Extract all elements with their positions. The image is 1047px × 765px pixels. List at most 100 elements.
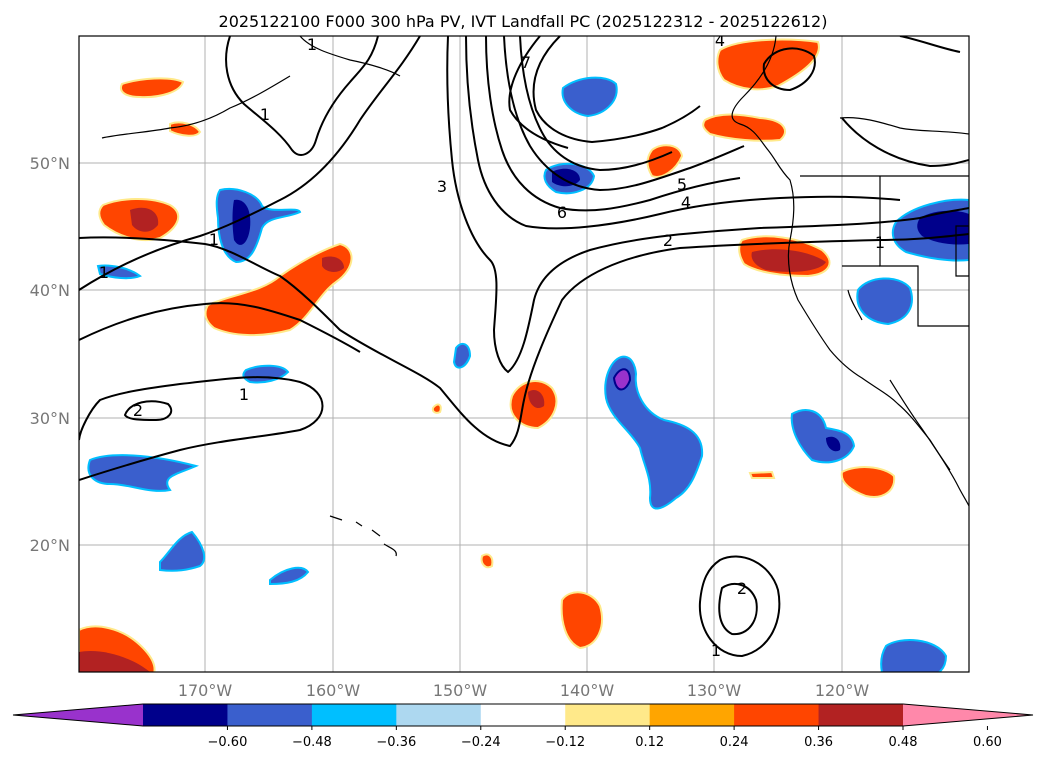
contour-label: 1 [711,641,721,660]
contour-label: 5 [677,175,687,194]
ivt-blob [96,264,142,280]
pv-contour-1c [79,302,361,353]
contour-label: 4 [715,31,725,50]
ivt-blob [856,277,913,326]
pv-contour-6 [519,36,673,172]
contour-label: 1 [307,35,317,54]
colorbar-segment [480,704,566,726]
lon-label-120w: 120°W [815,681,870,700]
mexico-coast [889,379,951,471]
colorbar-tick-label: −0.36 [376,735,416,750]
pv-contour-1d [79,376,324,481]
lon-label-150w: 150°W [433,681,488,700]
contour-label: 1 [260,105,270,124]
colorbar-tick-label: 0.12 [635,735,664,750]
lat-label-20n: 20°N [30,536,70,555]
ivt-blob-core [232,199,251,245]
lon-label-170w: 170°W [178,681,233,700]
colorbar-segment [734,704,820,726]
contour-label: 1 [99,263,109,282]
pv-contour-2 [446,36,969,374]
aleutian-islands [101,75,291,139]
pv-contour-3 [465,36,901,230]
colorbar-tick-label: 0.24 [720,735,749,750]
ivt-blob-core [79,651,150,672]
pv-contour-1f [841,117,969,168]
ivt-blob [87,454,200,492]
ivt-blob [169,121,202,137]
contour-label: 7 [521,53,531,72]
ivt-blob [560,591,603,650]
colorbar-segment [565,704,651,726]
colorbar-tick-label: −0.12 [545,735,585,750]
lon-label-140w: 140°W [560,681,615,700]
colorbar-extend-high [903,704,1033,726]
ivt-blob [604,355,704,510]
contour-label: 6 [557,203,567,222]
colorbar-segment [818,704,904,726]
state-border [955,225,969,277]
lon-label-160w: 160°W [306,681,361,700]
colorbar-segment [311,704,397,726]
negative-ivt-anomalies [87,76,969,672]
ivt-blob [702,113,786,142]
map-frame [78,35,970,673]
pv-contour-6b [532,36,701,144]
colorbar-tick-label: 0.48 [889,735,918,750]
canada-coast [839,117,969,135]
colorbar-extend-low [13,704,143,726]
colorbar-tick-label: −0.24 [461,735,501,750]
lat-label-50n: 50°N [30,154,70,173]
ivt-blob [748,470,776,479]
ivt-blob [120,77,185,99]
ivt-blob-core [322,256,344,272]
contour-label: 4 [681,193,691,212]
hawaii-islands [329,515,397,557]
positive-ivt-anomalies [79,38,896,672]
pv-contours [79,36,969,658]
pv-contour-1b [79,36,421,291]
baja-coast [847,289,863,321]
coastlines [101,36,969,557]
colorbar-tick-label: 0.36 [804,735,833,750]
lon-label-130w: 130°W [687,681,742,700]
ivt-blob-core [528,389,545,409]
latitude-labels: 50°N 40°N 30°N 20°N [30,154,70,555]
colorbar-segment [227,704,313,726]
pv-contour-5 [503,36,745,192]
pv-contour-1 [79,233,969,448]
map-title: 2025122100 F000 300 hPa PV, IVT Landfall… [219,12,828,31]
colorbar-segment [396,704,482,726]
state-borders [879,176,969,327]
contour-label: 2 [737,579,747,598]
contour-label: 1 [209,230,219,249]
ivt-blob-core [612,368,632,391]
ivt-blob-core [552,168,580,187]
longitude-labels: 170°W 160°W 150°W 140°W 130°W 120°W [178,681,870,700]
pv-contour-7 [508,36,569,149]
ivt-blob-core [826,436,841,452]
pv-contour-4b [762,47,816,92]
colorbar-outline [12,703,1034,727]
ivt-blob [880,639,948,672]
map-area: 1 1 1 1 2 2 2 3 4 5 6 7 1 1 4 1 [79,31,969,672]
pv-contour-1e [225,36,379,156]
pv-contour-4 [485,36,741,212]
colorbar-tick-label: −0.60 [208,735,248,750]
pv-contour-2a [123,400,173,422]
colorbar-tick-label: 0.60 [973,735,1002,750]
pv-contour-2c [718,583,758,636]
contour-labels: 1 1 1 1 2 2 2 3 4 5 6 7 1 1 4 1 [99,31,885,660]
contour-label: 1 [875,233,885,252]
contour-label: 2 [133,401,143,420]
pv-contour-4c [899,36,961,53]
ivt-blob [561,76,618,118]
colorbar: −0.60 −0.48 −0.36 −0.24 −0.12 0.12 0.24 0.36 0.4… [12,703,1034,750]
pv-contour-2b [698,555,781,658]
ivt-blob [269,566,310,586]
ivt-blob [840,466,896,498]
ivt-blob [452,342,472,369]
ivt-blob [431,403,442,414]
ivt-blob [159,530,206,572]
